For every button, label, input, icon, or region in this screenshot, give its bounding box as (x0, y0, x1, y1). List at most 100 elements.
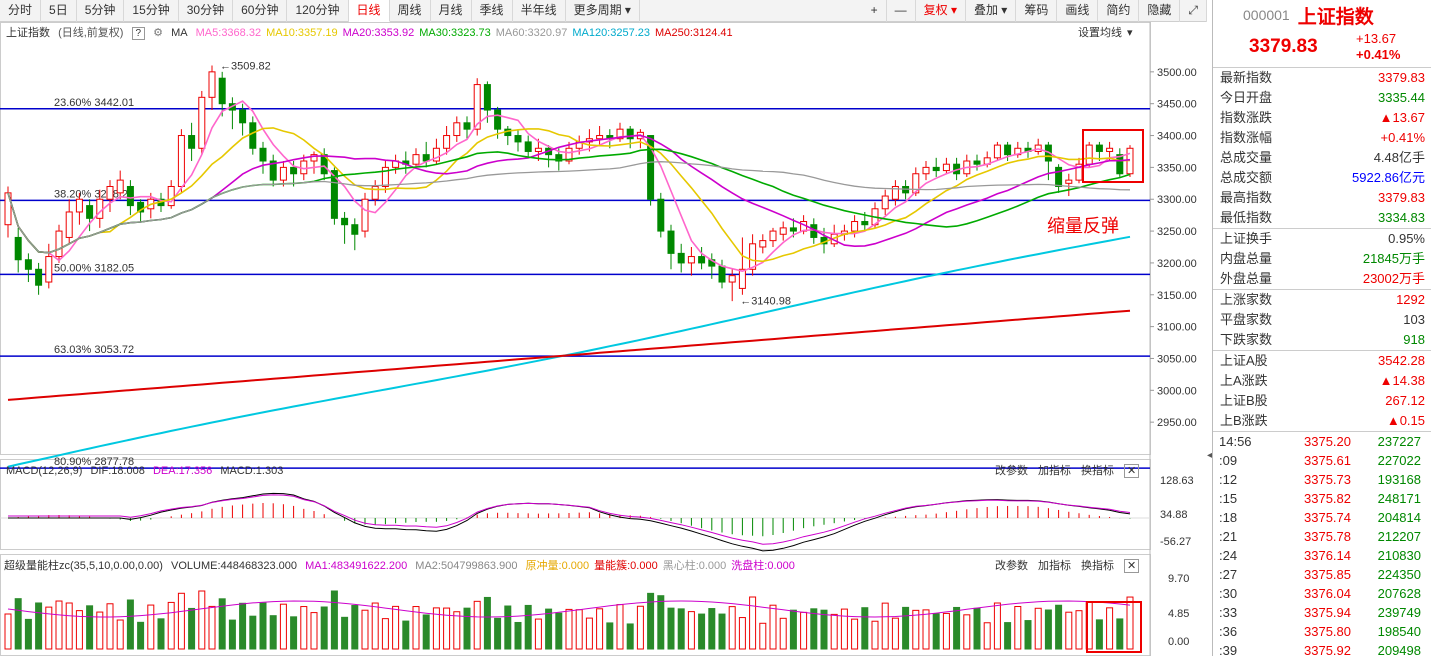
period-tab-9[interactable]: 月线 (431, 0, 472, 22)
volume-bar (320, 606, 328, 650)
candle-body (789, 227, 797, 232)
toolbar-tool-4[interactable]: 筹码 (1016, 0, 1058, 22)
expand-icon[interactable]: ⤢ (1180, 0, 1207, 22)
y-axis-label: 3100.00 (1157, 322, 1197, 334)
period-tab-5[interactable]: 60分钟 (233, 0, 288, 22)
quote-row: 上证换手 0.95% (1213, 229, 1431, 249)
volume-ma1: MA1:483491622.200 (305, 560, 408, 572)
chart-title: 上证指数 (6, 27, 50, 39)
quote-label: 上B涨跌 (1220, 413, 1268, 428)
volume-bar (330, 590, 338, 650)
tick-t: :15 (1219, 491, 1238, 506)
tick-row: 14:56 3375.20 237227 (1213, 432, 1431, 451)
volume-bar (749, 596, 757, 650)
quote-row: 上证B股 267.12 (1213, 391, 1431, 411)
toolbar: 分时 5日 5分钟 15分钟 30分钟 60分钟 120分钟 日线 周线 月线 季线 半年线 更多周期 … (0, 0, 1207, 22)
quote-value: 3335.44 (1378, 90, 1425, 105)
candle-body (759, 240, 767, 248)
volume-bar (300, 606, 308, 650)
macd-axis-label: -56.27 (1160, 536, 1191, 548)
toolbar-tool-2[interactable]: 复权 ▾ (916, 0, 966, 22)
volume-bar (75, 610, 83, 650)
panel-header: 000001 上证指数 (1213, 0, 1431, 30)
candle-body (167, 185, 175, 207)
candle-body (524, 141, 532, 152)
macd-btn-0[interactable]: 改参数 (995, 465, 1028, 477)
macd-btn-1[interactable]: 加指标 (1038, 465, 1071, 477)
toolbar-tool-6[interactable]: 简约 (1098, 0, 1140, 22)
vol-btn-2[interactable]: 换指标 (1081, 560, 1114, 572)
period-tab-6[interactable]: 120分钟 (287, 0, 349, 22)
macd-dea-line (8, 494, 1131, 545)
macd-axis-label: 34.88 (1160, 509, 1188, 521)
toolbar-tool-1[interactable]: — (887, 0, 916, 22)
volume-bar (412, 606, 420, 650)
gear-icon[interactable]: ⚙ (153, 27, 164, 39)
volume-bar (65, 602, 73, 650)
quote-value: 5922.86亿元 (1352, 170, 1425, 185)
volume-bar (1044, 609, 1052, 650)
quote-label: 上A涨跌 (1220, 373, 1268, 388)
volume-bar (1034, 607, 1042, 650)
volume-bar (290, 616, 298, 650)
period-tab-1[interactable]: 5日 (41, 0, 77, 22)
fib-label: 38.20% 3298.24 (54, 188, 134, 200)
period-tab-3[interactable]: 15分钟 (124, 0, 179, 22)
quote-group-3: 上证A股 3542.28 上A涨跌 ▲14.38 上证B股 267.12 上B涨跌 ▲0.15 (1213, 351, 1431, 432)
candle-body (453, 122, 461, 137)
volume-ma2: MA2:504799863.900 (415, 560, 518, 572)
volume-bar (524, 604, 532, 650)
quote-label: 指数涨幅 (1220, 130, 1273, 145)
period-tab-12[interactable]: 更多周期 ▾ (566, 0, 640, 22)
candle-body (922, 166, 930, 175)
tick-p: 3375.78 (1304, 529, 1351, 544)
candle-body (412, 154, 420, 165)
period-tab-4[interactable]: 30分钟 (179, 0, 234, 22)
candle-body (626, 128, 634, 140)
close-icon[interactable]: ✕ (1124, 559, 1140, 573)
period-tab-8[interactable]: 周线 (390, 0, 431, 22)
vol-btn-0[interactable]: 改参数 (995, 560, 1028, 572)
candle-body (687, 256, 695, 264)
volume-bar (55, 600, 63, 650)
ma-line-250 (7, 309, 1131, 401)
collapse-panel-icon[interactable]: ◂ (1207, 450, 1213, 461)
period-tab-0[interactable]: 分时 (0, 0, 42, 22)
toolbar-tool-7[interactable]: 隐藏 (1139, 0, 1181, 22)
close-icon[interactable]: ✕ (1124, 464, 1140, 478)
quote-row: 今日开盘 3335.44 (1213, 88, 1431, 108)
stock-name: 上证指数 (1297, 6, 1374, 28)
settings-ma-button[interactable]: 设置均线 ▾ (1078, 27, 1133, 39)
candle-body (259, 147, 267, 162)
volume-bar (1004, 622, 1012, 650)
period-tab-10[interactable]: 季线 (472, 0, 513, 22)
macd-btn-2[interactable]: 换指标 (1081, 465, 1114, 477)
y-axis-label: 3450.00 (1157, 99, 1197, 111)
candle-body (86, 205, 94, 219)
toolbar-tool-3[interactable]: 叠加 ▾ (966, 0, 1017, 22)
period-tab-2[interactable]: 5分钟 (77, 0, 125, 22)
toolbar-tool-0[interactable]: + (863, 0, 887, 22)
period-tab-7[interactable]: 日线 (348, 0, 390, 22)
tick-v: 210830 (1377, 548, 1421, 563)
volume-axis-label: 0.00 (1168, 636, 1189, 648)
chart-area[interactable]: 3500.00 3450.00 3400.00 3350.00 3300.00 3250.… (0, 22, 1207, 656)
quote-label: 下跌家数 (1220, 332, 1273, 347)
candle-body (137, 201, 145, 213)
candle-body (657, 198, 665, 232)
candle-body (188, 135, 196, 149)
candle-body (279, 166, 287, 181)
tick-row: :30 3376.04 207628 (1213, 584, 1431, 603)
help-icon[interactable]: ? (131, 27, 146, 40)
volume-bar (45, 606, 53, 650)
vol-btn-1[interactable]: 加指标 (1038, 560, 1071, 572)
macd-value: MACD:1.303 (220, 465, 284, 477)
tick-t: :12 (1219, 472, 1238, 487)
volume-bar (504, 605, 512, 650)
candle-body (596, 135, 604, 140)
toolbar-tool-5[interactable]: 画线 (1057, 0, 1099, 22)
volume-axis-label: 9.70 (1168, 573, 1189, 585)
period-tab-11[interactable]: 半年线 (513, 0, 566, 22)
volume-bar (249, 615, 257, 650)
tick-v: 224350 (1377, 567, 1421, 582)
